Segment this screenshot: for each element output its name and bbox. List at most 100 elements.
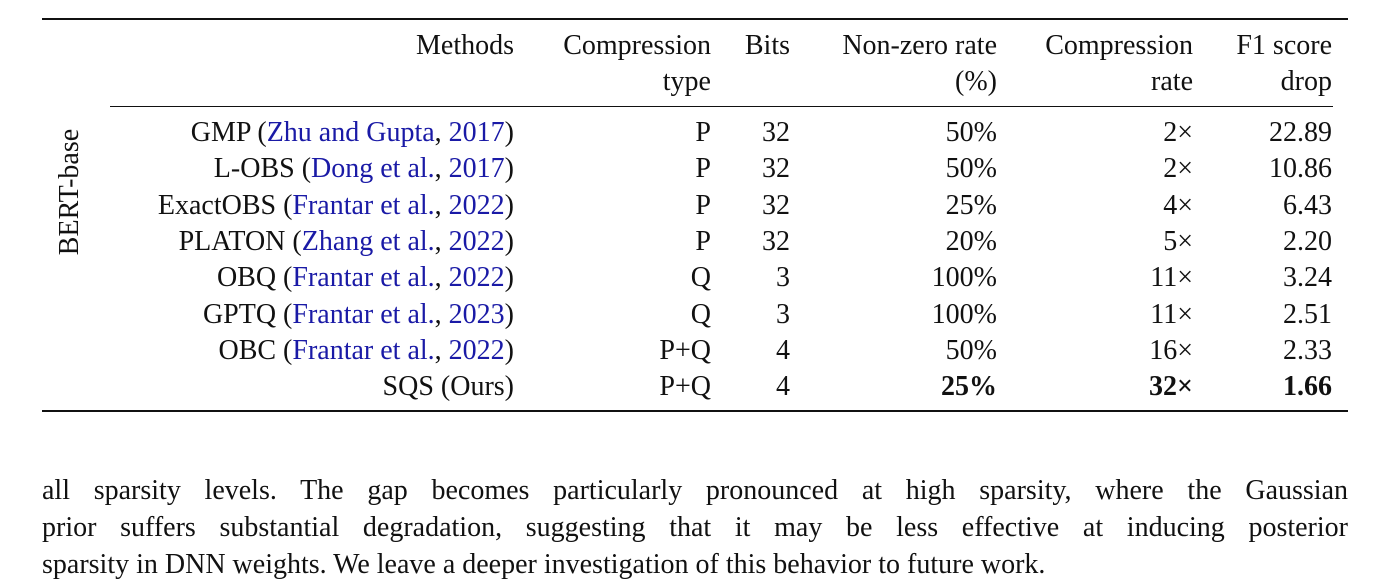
method-cell: ExactOBS (Frantar et al., 2022) — [157, 189, 514, 221]
cell: 4 — [776, 371, 790, 403]
column-header: Compression — [563, 30, 711, 61]
page: BERT-base (() => { const data = JSON.par… — [42, 18, 1348, 579]
method-text: ) — [504, 225, 514, 257]
cell: 32 — [762, 153, 790, 185]
cell: P — [695, 153, 711, 185]
cell: 32× — [1149, 371, 1193, 403]
method-text: ) — [504, 298, 514, 330]
column-header: Compression — [1045, 30, 1193, 61]
cell: 50% — [945, 117, 997, 148]
method-text: ) — [504, 117, 514, 148]
cell: P+Q — [659, 371, 711, 403]
citation: Frantar et al. — [292, 262, 435, 294]
cell: 25% — [941, 371, 997, 403]
method-text: , — [434, 334, 449, 366]
cell: 20% — [945, 225, 997, 257]
citation: Frantar et al. — [292, 334, 435, 366]
cell: 10.86 — [1269, 153, 1332, 185]
citation: 2022 — [448, 262, 505, 294]
citation: Dong et al. — [311, 153, 435, 185]
method-text: GPTQ ( — [202, 298, 293, 330]
method-text: , — [434, 117, 449, 148]
citation: Frantar et al. — [292, 298, 435, 330]
citation: 2022 — [448, 189, 505, 221]
cell: Q — [690, 298, 711, 330]
cell: 100% — [931, 298, 997, 330]
group-label: BERT-base — [54, 128, 85, 256]
method-text: SQS (Ours) — [382, 371, 514, 403]
column-header: Non-zero rate — [842, 30, 997, 61]
cell: 5× — [1163, 225, 1193, 257]
column-header: (%) — [955, 66, 997, 97]
cell: P — [695, 117, 711, 148]
column-header: type — [662, 66, 711, 97]
method-text: OBQ ( — [216, 262, 293, 294]
column-header: Methods — [416, 30, 514, 61]
method-text: ExactOBS ( — [157, 189, 293, 221]
cell: 100% — [931, 262, 997, 294]
cell: 3 — [776, 298, 790, 330]
cell: 50% — [945, 334, 997, 366]
cell: 32 — [762, 189, 790, 221]
bottom-rule — [42, 410, 1348, 412]
cell: 32 — [762, 225, 790, 257]
cell: 25% — [945, 189, 997, 221]
cell: 4× — [1163, 189, 1193, 221]
method-text: ) — [504, 262, 514, 294]
citation: 2017 — [448, 153, 505, 185]
method-text: ) — [504, 334, 514, 366]
method-cell: OBC (Frantar et al., 2022) — [218, 334, 514, 366]
citation: 2022 — [448, 225, 505, 257]
cell: 4 — [776, 334, 790, 366]
cell: 2× — [1163, 153, 1193, 185]
method-cell: PLATON (Zhang et al., 2022) — [178, 225, 514, 257]
paragraph-line: sparsity in DNN weights. We leave a deep… — [42, 549, 1046, 580]
column-header: rate — [1151, 66, 1193, 97]
paragraph-line: prior suffers substantial degradation, s… — [42, 512, 1348, 543]
column-header: F1 score — [1236, 30, 1332, 61]
citation: Zhang et al. — [301, 225, 435, 257]
cell: P — [695, 189, 711, 221]
method-cell: GPTQ (Frantar et al., 2023) — [202, 298, 514, 330]
cell: 11× — [1150, 298, 1193, 330]
method-text: , — [434, 153, 449, 185]
cell: 3.24 — [1283, 262, 1332, 294]
column-header: drop — [1280, 66, 1332, 97]
top-rule — [42, 18, 1348, 20]
method-cell: SQS (Ours) — [383, 373, 514, 401]
citation: Frantar et al. — [292, 189, 435, 221]
citation: Zhu and Gupta — [266, 117, 435, 148]
method-text: , — [434, 298, 449, 330]
cell: 3 — [776, 262, 790, 294]
cell: 2.51 — [1283, 298, 1332, 330]
cell: 2.20 — [1283, 225, 1332, 257]
method-cell: GMP (Zhu and Gupta, 2017) — [191, 119, 514, 147]
cell: P+Q — [659, 334, 711, 366]
method-text: OBC ( — [218, 334, 293, 366]
column-header: Bits — [744, 30, 790, 61]
cell: 11× — [1150, 262, 1193, 294]
cell: 1.66 — [1283, 371, 1332, 403]
cell: Q — [690, 262, 711, 294]
citation: 2023 — [448, 298, 505, 330]
method-text: , — [434, 225, 449, 257]
cell: P — [695, 225, 711, 257]
method-text: ) — [504, 189, 514, 221]
cell: 16× — [1149, 334, 1193, 366]
citation: 2017 — [448, 117, 505, 148]
method-cell: OBQ (Frantar et al., 2022) — [217, 264, 514, 292]
cell: 2.33 — [1283, 334, 1332, 366]
method-text: ) — [504, 153, 514, 185]
cell: 22.89 — [1269, 117, 1332, 148]
method-text: , — [434, 262, 449, 294]
method-text: L-OBS ( — [213, 153, 312, 185]
citation: 2022 — [448, 334, 505, 366]
paragraph-line: all sparsity levels. The gap becomes par… — [42, 475, 1348, 506]
cell: 32 — [762, 117, 790, 148]
method-text: GMP ( — [190, 117, 267, 148]
method-text: PLATON ( — [178, 225, 302, 257]
mid-rule — [110, 106, 1333, 107]
cell: 6.43 — [1283, 189, 1332, 221]
method-text: , — [434, 189, 449, 221]
cell: 2× — [1163, 117, 1193, 148]
